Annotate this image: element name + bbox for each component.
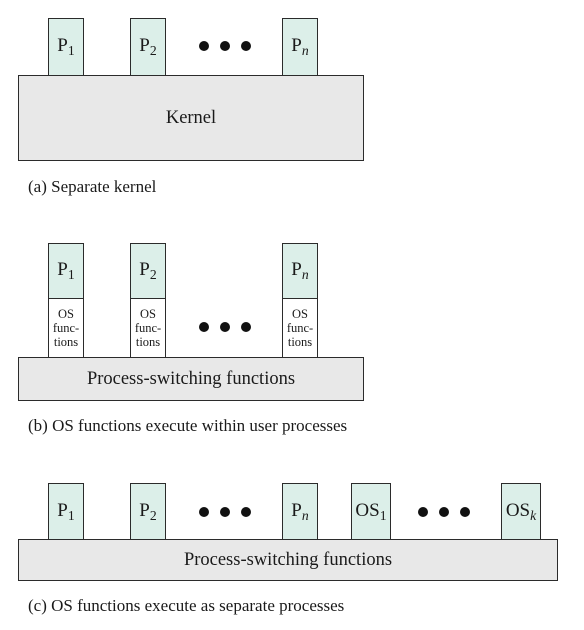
os-process-label: OS1 [355,499,387,523]
process-box-pn: Pn [282,243,318,299]
kernel-label: Kernel [165,107,217,128]
bar-label: Process-switching functions [183,549,393,570]
process-box-p1: P1 [48,243,84,299]
process-label: P1 [57,499,75,523]
process-box-pn: Pn [282,483,318,540]
os-functions-box: OS func- tions [282,298,318,358]
os-process-label: OSk [505,499,537,523]
caption-c: (c) OS functions execute as separate pro… [28,596,345,615]
caption-b: (b) OS functions execute within user pro… [28,416,348,435]
process-label: Pn [291,35,309,58]
process-switching-bar: Process-switching functions [18,357,364,401]
process-label: P2 [139,35,157,58]
ellipsis-dots [199,41,251,51]
process-label: P1 [57,259,75,282]
process-box-p2: P2 [130,483,166,540]
os-process-box-osk: OSk [501,483,541,540]
os-functions-box: OS func- tions [48,298,84,358]
process-box-p2: P2 [130,18,166,76]
process-box-p2: P2 [130,243,166,299]
ellipsis-dots [418,507,470,517]
process-label: Pn [291,259,309,282]
bar-label: Process-switching functions [86,368,296,389]
caption-a: (a) Separate kernel [28,177,157,196]
process-label: P2 [139,259,157,282]
kernel-box: Kernel [18,75,364,161]
process-label: P1 [57,35,75,58]
process-switching-bar: Process-switching functions [18,539,558,581]
process-box-pn: Pn [282,18,318,76]
os-functions-box: OS func- tions [130,298,166,358]
ellipsis-dots [199,507,251,517]
process-label: Pn [291,499,309,523]
process-box-p1: P1 [48,18,84,76]
process-box-p1: P1 [48,483,84,540]
ellipsis-dots [199,322,251,332]
process-label: P2 [139,499,157,523]
os-process-box-os1: OS1 [351,483,391,540]
